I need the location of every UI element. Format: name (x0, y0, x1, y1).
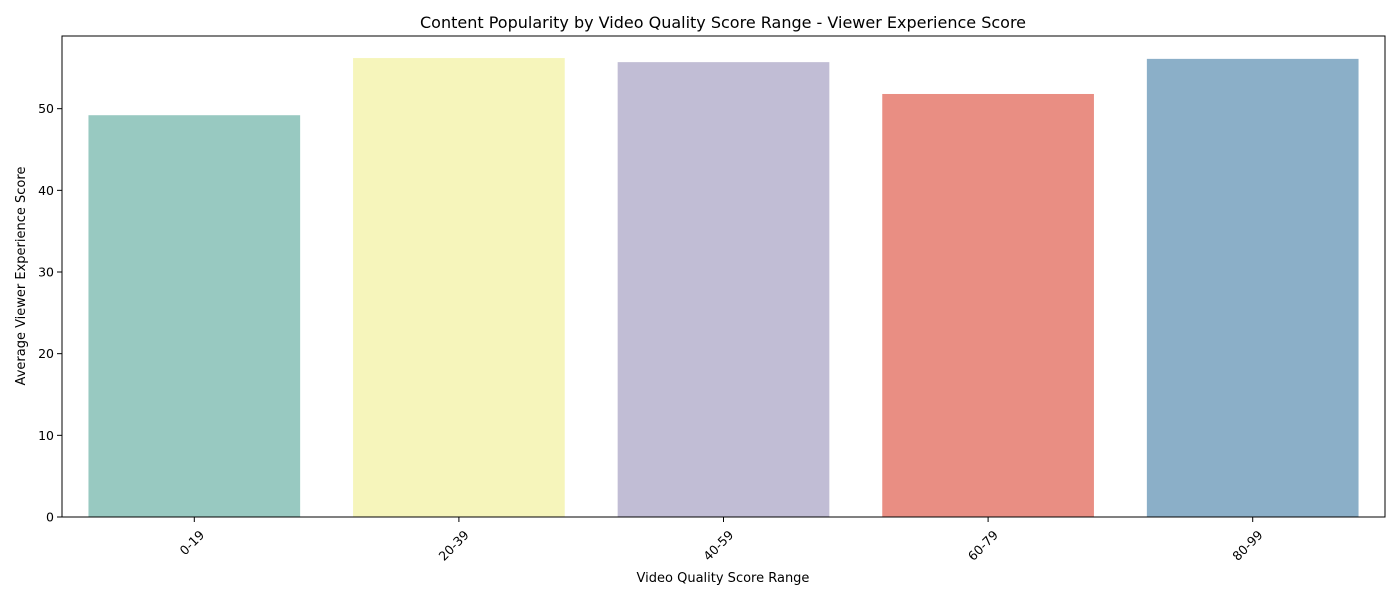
y-tick-label: 10 (38, 428, 54, 443)
bar-20-39 (353, 58, 565, 518)
x-tick-label: 60-79 (965, 527, 1001, 563)
x-tick-label: 20-39 (436, 527, 472, 563)
x-tick-label: 80-99 (1229, 527, 1265, 563)
plot-frame (61, 35, 1386, 518)
x-tick-label: 40-59 (700, 527, 736, 563)
x-axis-ticks: 0-19 20-39 40-59 60-79 80-99 (177, 517, 1266, 564)
y-tick-label: 40 (38, 183, 54, 198)
bar-0-19 (88, 115, 301, 517)
y-tick-label: 0 (46, 510, 54, 525)
bar-80-99 (1146, 58, 1359, 517)
y-tick-label: 50 (38, 101, 54, 116)
y-tick-label: 20 (38, 346, 54, 361)
bar-60-79 (882, 93, 1094, 517)
y-axis-label: Average Viewer Experience Score (14, 167, 29, 386)
bar-40-59 (617, 62, 830, 518)
chart-title: Content Popularity by Video Quality Scor… (420, 13, 1026, 32)
x-tick-label: 0-19 (177, 527, 208, 558)
y-tick-label: 30 (38, 265, 54, 280)
y-axis-ticks: 0 10 20 30 40 50 (38, 101, 62, 525)
bars-layer (88, 58, 1359, 518)
x-axis-label: Video Quality Score Range (637, 571, 810, 586)
